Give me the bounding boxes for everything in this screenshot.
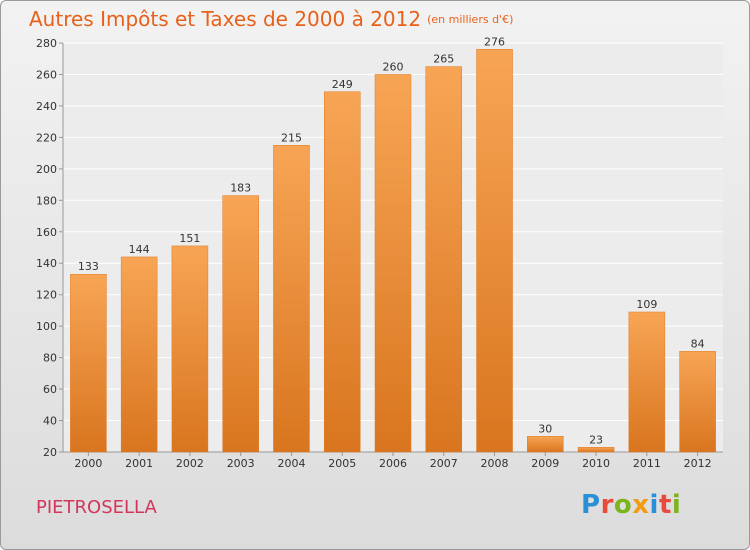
x-tick-label: 2002 [176,457,204,470]
y-tick-label: 260 [36,68,57,81]
bar [577,447,615,453]
logo-letter: P [581,490,601,520]
bar [628,311,666,453]
x-tick-label: 2009 [531,457,559,470]
x-tick-label: 2012 [684,457,712,470]
x-tick-label: 2010 [582,457,610,470]
bar-value-label: 249 [332,78,353,91]
bar-value-label: 133 [78,260,99,273]
proxiti-logo: Proxiti [581,490,681,520]
y-tick-label: 160 [36,226,57,239]
logo-letter: i [671,490,682,520]
y-tick-label: 220 [36,131,57,144]
bar [679,351,716,453]
bar [527,436,564,453]
logo-letter: o [613,490,633,520]
x-tick-label: 2004 [277,457,305,470]
bar [120,256,158,453]
bar [273,145,310,453]
bar-value-label: 260 [383,60,404,73]
bar-value-label: 30 [538,422,552,435]
bar [425,66,463,453]
chart-title: Autres Impôts et Taxes de 2000 à 2012 (en… [29,7,513,31]
y-tick-label: 240 [36,100,57,113]
chart-subtitle: (en milliers d'€) [427,13,514,26]
town-name: PIETROSELLA [36,497,157,518]
y-tick-label: 20 [43,446,57,459]
bar-value-label: 183 [230,182,251,195]
title-text: Autres Impôts et Taxes de 2000 à 2012 [29,7,422,31]
x-tick-label: 2005 [328,457,356,470]
x-tick-label: 2008 [481,457,509,470]
bar [70,273,107,453]
logo-letter: i [649,490,659,520]
bar-value-label: 276 [484,35,505,48]
bar [222,195,259,453]
bar-value-label: 265 [433,53,454,66]
y-tick-label: 120 [36,289,57,302]
logo-letter: x [632,490,650,520]
x-tick-label: 2011 [633,457,661,470]
x-tick-label: 2007 [430,457,458,470]
y-tick-label: 80 [43,352,57,365]
logo-letter: t [658,490,672,520]
y-tick-label: 180 [36,194,57,207]
bar-value-label: 144 [129,243,150,256]
bar-value-label: 84 [691,337,705,350]
bar-value-label: 215 [281,131,302,144]
x-tick-label: 2000 [74,457,102,470]
y-tick-label: 200 [36,163,57,176]
x-tick-label: 2006 [379,457,407,470]
bar-value-label: 109 [636,298,657,311]
x-tick-label: 2001 [125,457,153,470]
x-tick-label: 2003 [227,457,255,470]
bar [374,74,412,453]
y-tick-label: 40 [43,415,57,428]
bar-value-label: 151 [179,232,200,245]
logo-letter: r [600,490,614,520]
y-tick-label: 60 [43,383,57,396]
y-tick-label: 100 [36,320,57,333]
y-tick-label: 280 [36,37,57,50]
bar [171,245,209,453]
bar-value-label: 23 [589,433,603,446]
bar [476,49,513,453]
y-tick-label: 140 [36,257,57,270]
bar [323,91,361,453]
